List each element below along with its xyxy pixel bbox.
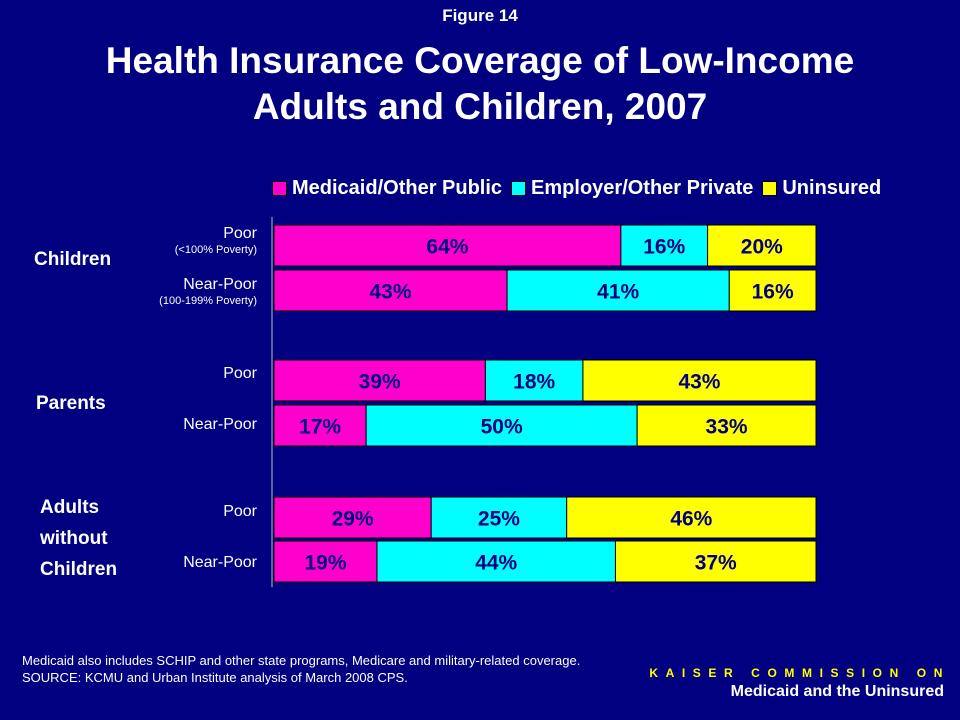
group-label-line-1: Adults [40, 497, 100, 518]
group-label-children: Children [34, 249, 112, 270]
bar-value-label: 33% [706, 416, 748, 439]
bar-segment-uninsured [614, 540, 817, 583]
bar-value-label: 43% [370, 281, 412, 304]
group-label-adults-without-children: Adults without Children [40, 492, 117, 585]
row-label-text: Near-Poor [183, 276, 257, 293]
footnote-source: SOURCE: KCMU and Urban Institute analysi… [22, 670, 408, 685]
bar-value-label: 64% [426, 236, 468, 259]
legend-item-uninsured: Uninsured [762, 177, 881, 200]
bar-value-label: 46% [670, 508, 712, 531]
row-label-parents-poor: Poor [223, 365, 257, 382]
legend-swatch-medicaid [272, 181, 287, 196]
bar-segment-employer [430, 496, 568, 539]
bar-value-label: 16% [643, 236, 685, 259]
bar-segment-uninsured [582, 359, 817, 402]
bar-value-label: 29% [332, 508, 374, 531]
row-sublabel: (100-199% Poverty) [159, 295, 257, 307]
bar-value-label: 19% [304, 552, 346, 575]
org-name-top: KAISER COMMISSION ON [649, 666, 950, 680]
bar-segment-uninsured [707, 224, 817, 267]
bar-value-label: 39% [359, 371, 401, 394]
row-label-children-poor: Poor (<100% Poverty) [175, 224, 257, 258]
footnote-note: Medicaid also includes SCHIP and other s… [22, 653, 581, 668]
bar-segment-employer [484, 359, 584, 402]
legend-label-uninsured: Uninsured [782, 177, 882, 199]
footnote: Medicaid also includes SCHIP and other s… [22, 652, 580, 686]
org-name-bottom: Medicaid and the Uninsured [730, 683, 944, 700]
bar-segment-medicaid [273, 404, 367, 447]
group-label-line-3: Children [40, 559, 118, 580]
row-label-parents-near-poor: Near-Poor [183, 416, 257, 433]
legend-swatch-employer [511, 181, 527, 196]
row-sublabel: (<100% Poverty) [174, 244, 257, 256]
row-label-adults-near-poor: Near-Poor [183, 554, 257, 571]
chart-title-line-2: Adults and Children, 2007 [252, 86, 708, 127]
row-label-adults-poor: Poor [223, 503, 257, 520]
bar-segment-medicaid [273, 359, 486, 402]
bar-value-label: 37% [695, 552, 737, 575]
bar-value-label: 50% [481, 416, 523, 439]
bar-segment-medicaid [273, 224, 622, 267]
legend-label-medicaid: Medicaid/Other Public [292, 177, 503, 199]
bar-segment-medicaid [273, 496, 432, 539]
chart-legend: Medicaid/Other Public Employer/Other Pri… [272, 177, 881, 200]
org-logo: KAISER COMMISSION ON Medicaid and the Un… [649, 666, 944, 701]
bar-segment-medicaid [273, 540, 378, 583]
row-label-text: Poor [223, 225, 257, 242]
bar-value-label: 41% [597, 281, 639, 304]
bar-value-label: 43% [678, 371, 720, 394]
legend-label-employer: Employer/Other Private [531, 177, 754, 199]
bar-segment-employer [506, 269, 730, 312]
bar-value-label: 44% [475, 552, 517, 575]
bar-segments: 64% 16% 20%43% 41% 16%39% 18% 43%17% 50% 33%29% 2… [273, 224, 817, 583]
legend-item-employer: Employer/Other Private [511, 177, 753, 200]
bar-segment-employer [376, 540, 616, 583]
group-label-parents: Parents [36, 393, 106, 414]
bar-segment-uninsured [728, 269, 817, 312]
chart-title: Health Insurance Coverage of Low-Income … [20, 38, 940, 130]
legend-item-medicaid: Medicaid/Other Public [272, 177, 502, 200]
legend-swatch-uninsured [762, 181, 778, 196]
bar-value-label: 16% [752, 281, 794, 304]
bar-segment-medicaid [273, 269, 508, 312]
row-label-children-near-poor: Near-Poor (100-199% Poverty) [159, 275, 257, 309]
chart-title-line-1: Health Insurance Coverage of Low-Income [105, 40, 855, 81]
group-label-line-2: without [40, 528, 108, 549]
bar-segment-uninsured [636, 404, 817, 447]
bar-value-label: 18% [513, 371, 555, 394]
bar-value-label: 20% [741, 236, 783, 259]
bar-value-label: 17% [299, 416, 341, 439]
bar-segment-employer [365, 404, 638, 447]
figure-label: Figure 14 [442, 6, 518, 25]
bar-segment-uninsured [566, 496, 817, 539]
bar-value-label: 25% [478, 508, 520, 531]
